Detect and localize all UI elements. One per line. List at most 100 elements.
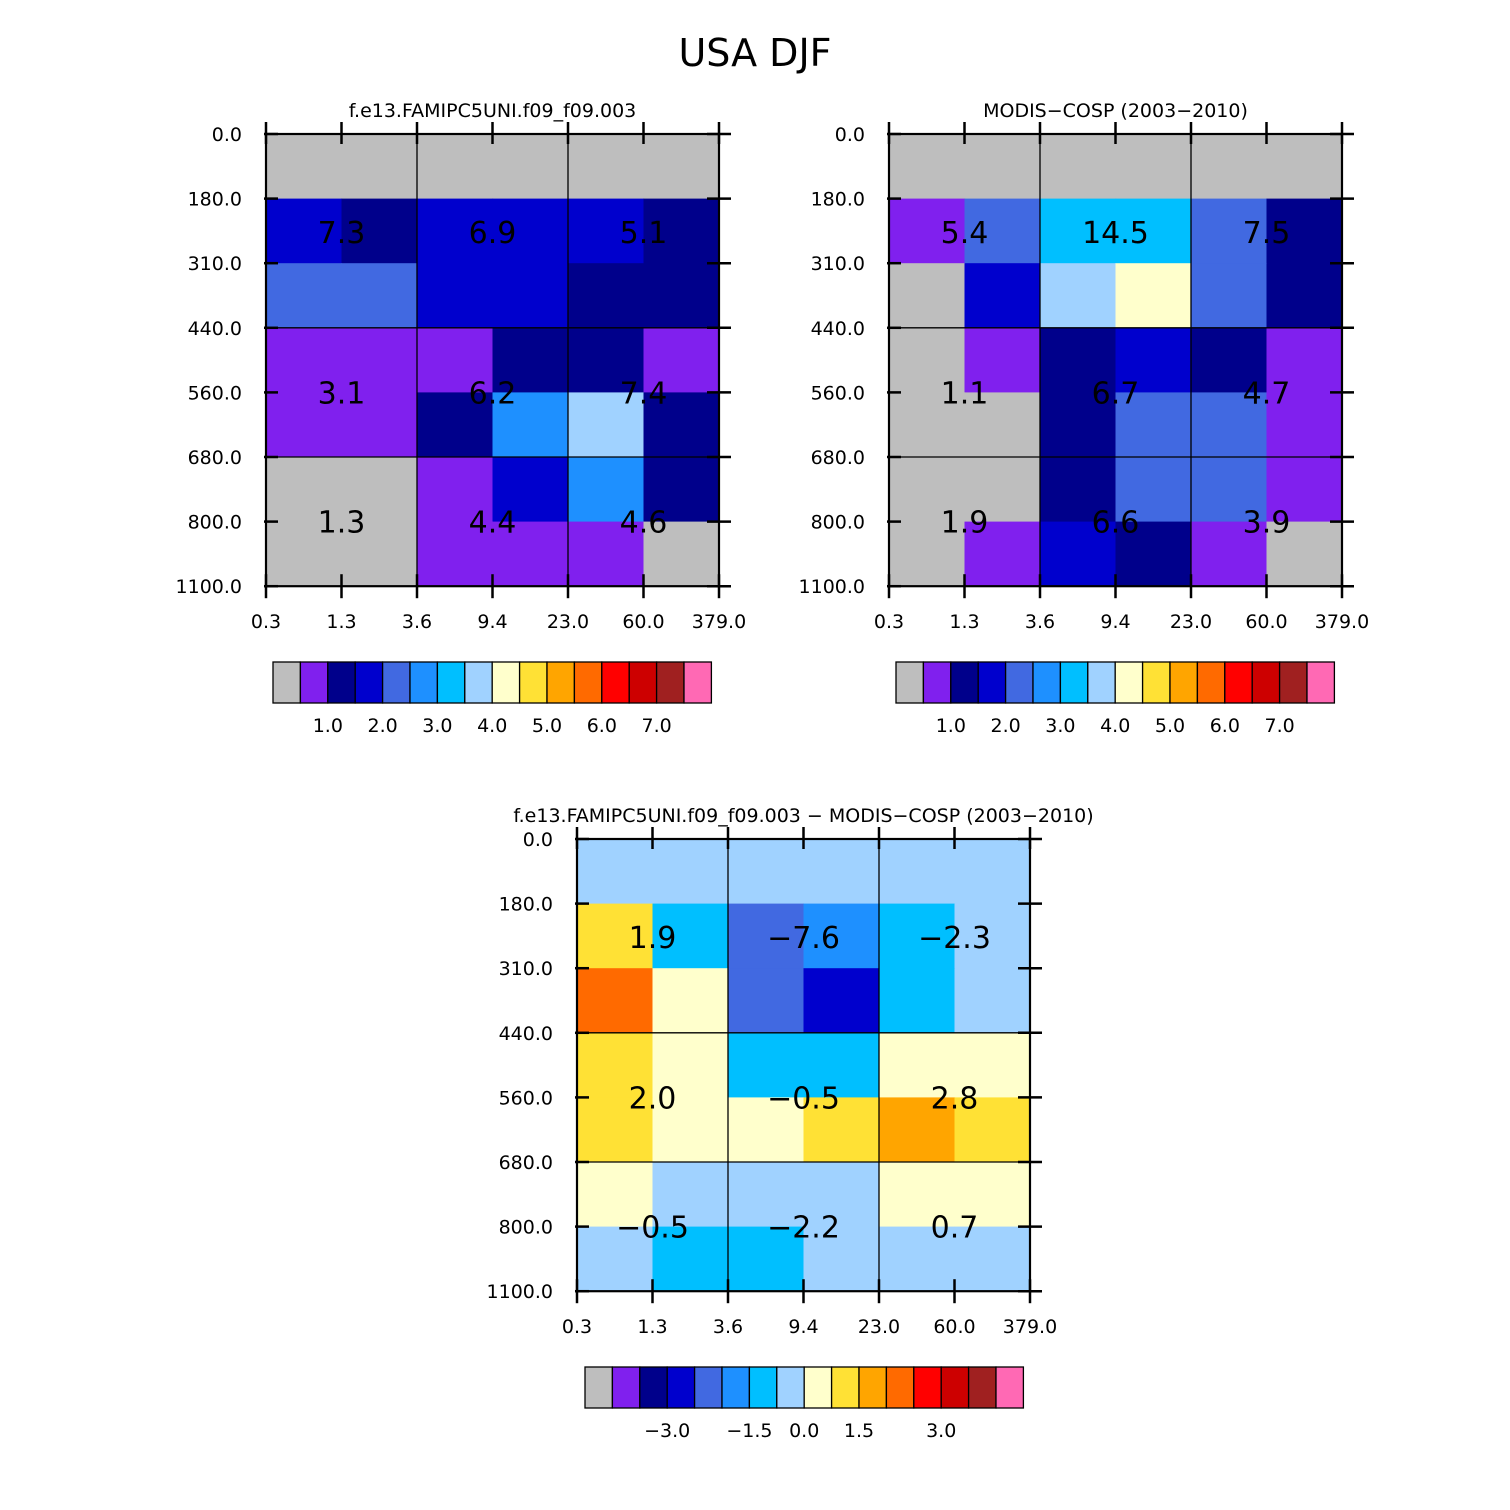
panel-title: f.e13.FAMIPC5UNI.f09_f09.003 xyxy=(349,100,637,122)
heatmap-cell xyxy=(803,1162,880,1228)
heatmap-cell xyxy=(417,392,494,458)
colorbar-swatch xyxy=(1224,661,1253,704)
colorbar-swatch xyxy=(895,661,925,704)
group-value-label: 1.1 xyxy=(941,376,989,411)
panel-difference: f.e13.FAMIPC5UNI.f09_f09.003 − MODIS−COS… xyxy=(487,805,1094,1442)
colorbar-label: 7.0 xyxy=(1264,715,1294,737)
y-tick-label: 800.0 xyxy=(188,512,242,534)
colorbar-swatch xyxy=(1306,661,1336,704)
heatmap-cell xyxy=(728,1226,805,1292)
heatmap-cell xyxy=(1266,457,1343,523)
heatmap-cell xyxy=(341,134,418,200)
colorbar-swatch xyxy=(1141,661,1171,704)
colorbar-label: 5.0 xyxy=(532,715,562,737)
group-value-label: −7.6 xyxy=(767,921,840,956)
heatmap-cell xyxy=(1040,457,1117,523)
heatmap-cell xyxy=(964,198,1041,264)
heatmap-cell xyxy=(568,327,645,393)
group-value-label: 1.3 xyxy=(318,506,366,541)
heatmap-cell xyxy=(803,1226,880,1292)
heatmap-cell xyxy=(889,327,966,393)
y-tick-label: 680.0 xyxy=(499,1152,553,1174)
colorbar-label: −1.5 xyxy=(726,1420,772,1442)
heatmap-cell xyxy=(964,392,1041,458)
y-tick-label: 310.0 xyxy=(811,253,865,275)
colorbar-label: −3.0 xyxy=(644,1420,690,1442)
colorbar-swatch xyxy=(409,661,439,704)
y-tick-label: 440.0 xyxy=(499,1023,553,1045)
heatmap-cell xyxy=(1191,457,1268,523)
y-tick-label: 440.0 xyxy=(188,318,242,340)
colorbar-swatch xyxy=(628,661,658,704)
group-value-label: 2.0 xyxy=(629,1081,677,1116)
heatmap-cell xyxy=(568,134,645,200)
x-tick-label: 1.3 xyxy=(637,1316,667,1338)
heatmap-cell xyxy=(1040,198,1117,264)
colorbar-swatch xyxy=(950,661,979,704)
heatmap-cell xyxy=(266,521,343,587)
colorbar-label: 3.0 xyxy=(1045,715,1075,737)
heatmap-cell xyxy=(568,263,645,329)
heatmap-cell xyxy=(492,198,569,264)
colorbar-swatch xyxy=(803,1366,833,1409)
colorbar-label: 6.0 xyxy=(587,715,617,737)
colorbar-swatch xyxy=(666,1366,696,1409)
heatmap-cell xyxy=(1040,327,1117,393)
heatmap-cell xyxy=(1115,198,1192,264)
heatmap-cell xyxy=(652,1097,729,1163)
colorbar: −3.0 −1.5 0.0 1.5 3.0 xyxy=(584,1366,1025,1442)
y-tick-label: 0.0 xyxy=(523,829,553,851)
heatmap-cell xyxy=(577,839,654,905)
colorbar-swatch xyxy=(1004,661,1034,704)
heatmap-cell xyxy=(266,392,343,458)
heatmap-cell xyxy=(964,134,1041,200)
colorbar-label: 0.0 xyxy=(789,1420,819,1442)
x-tick-label: 379.0 xyxy=(692,611,746,633)
x-tick-label: 60.0 xyxy=(622,611,664,633)
group-value-label: 7.5 xyxy=(1243,216,1291,251)
heatmap-cell xyxy=(889,198,966,264)
group-value-label: 1.9 xyxy=(941,506,989,541)
group-value-label: −2.3 xyxy=(918,921,991,956)
heatmap-cell xyxy=(492,263,569,329)
colorbar-label: 1.0 xyxy=(313,715,343,737)
heatmap-cell xyxy=(417,457,494,523)
y-tick-label: 180.0 xyxy=(499,894,553,916)
y-tick-label: 180.0 xyxy=(811,189,865,211)
heatmap-cell xyxy=(1115,392,1192,458)
heatmap-cell xyxy=(643,392,720,458)
heatmap-cell xyxy=(889,134,966,200)
group-value-label: 4.7 xyxy=(1243,376,1291,411)
heatmap-cell xyxy=(341,198,418,264)
heatmap-cell xyxy=(652,839,729,905)
heatmap-cell xyxy=(964,263,1041,329)
colorbar-swatch xyxy=(1032,661,1062,704)
x-tick-label: 379.0 xyxy=(1315,611,1369,633)
group-value-label: 4.4 xyxy=(469,506,517,541)
y-tick-label: 310.0 xyxy=(499,958,553,980)
colorbar: 1.0 2.0 3.0 4.0 5.0 6.0 7.0 xyxy=(272,661,713,737)
group-value-label: 1.9 xyxy=(629,921,677,956)
x-tick-label: 23.0 xyxy=(547,611,589,633)
heatmap-cell xyxy=(964,457,1041,523)
heatmap-cell xyxy=(728,1162,805,1228)
x-tick-label: 3.6 xyxy=(713,1316,743,1338)
heatmap-cell xyxy=(803,1032,880,1098)
heatmap-cell xyxy=(1115,134,1192,200)
heatmap-cell xyxy=(954,839,1031,905)
heatmap-cell xyxy=(889,521,966,587)
colorbar-label: 2.0 xyxy=(367,715,397,737)
heatmap-cell xyxy=(879,1097,956,1163)
colorbar-swatch xyxy=(858,1366,888,1409)
heatmap-cell xyxy=(568,457,645,523)
heatmap-cell xyxy=(879,1226,956,1292)
heatmap-cell xyxy=(341,457,418,523)
heatmap-cell xyxy=(492,457,569,523)
panel-title: f.e13.FAMIPC5UNI.f09_f09.003 − MODIS−COS… xyxy=(513,805,1093,827)
panel-model: f.e13.FAMIPC5UNI.f09_f09.003 7.3 6.9 5.1 3.1… xyxy=(176,100,747,737)
heatmap-cell xyxy=(492,521,569,587)
heatmap-cell xyxy=(643,263,720,329)
colorbar-swatch xyxy=(1114,661,1144,704)
heatmap-cell xyxy=(643,521,720,587)
